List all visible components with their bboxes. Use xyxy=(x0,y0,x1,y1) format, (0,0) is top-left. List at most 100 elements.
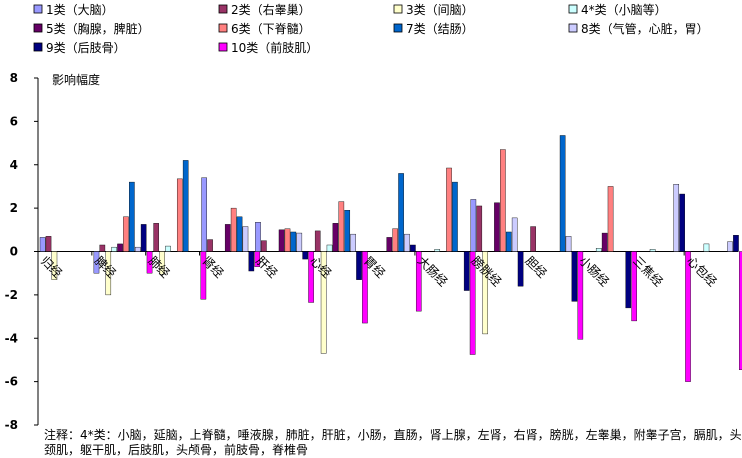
bar xyxy=(39,237,46,252)
bar xyxy=(134,246,141,252)
bar xyxy=(236,216,243,252)
legend-swatch xyxy=(33,23,43,33)
bar xyxy=(153,223,159,252)
legend: 1类（大脑） 2类（右睾巢） 3类（间脑） 4*类（小脑等） 5类（胸腺，脾脏） 6类（下… xyxy=(33,2,709,55)
y-tick-label: 0 xyxy=(10,245,18,259)
legend-swatch xyxy=(218,4,228,14)
bar xyxy=(111,246,117,252)
bar xyxy=(261,240,267,252)
bar xyxy=(201,177,207,252)
bar xyxy=(93,251,100,274)
bar xyxy=(601,232,608,252)
legend-swatch xyxy=(33,4,43,14)
bar xyxy=(595,248,602,252)
bar xyxy=(296,232,303,252)
y-tick-label: -4 xyxy=(5,331,18,345)
legend-swatch xyxy=(568,23,578,33)
bar xyxy=(577,251,584,340)
chart-note: 注释：4*类：小脑，延脑，上脊髓，唾液腺，肺脏，肝脏，小肠，直肠，肾上腺，左肾，… xyxy=(44,428,742,457)
bar xyxy=(511,217,518,252)
bar xyxy=(302,251,308,260)
bar xyxy=(99,244,106,252)
bar xyxy=(452,181,458,252)
bar xyxy=(129,181,135,252)
bar xyxy=(727,241,733,252)
bar xyxy=(224,224,231,252)
bar xyxy=(117,243,123,252)
bar xyxy=(446,167,452,252)
bar xyxy=(733,235,739,252)
category-label: 归经 xyxy=(38,254,65,281)
bar xyxy=(284,228,291,252)
y-axis-label: 影响幅度 xyxy=(52,72,100,87)
legend-label: 4*类（小脑等） xyxy=(581,3,667,17)
bar xyxy=(607,186,614,252)
legend-label: 9类（后肢骨） xyxy=(46,40,126,55)
legend-label: 3类（间脑） xyxy=(406,3,474,17)
bar xyxy=(500,149,506,252)
bar xyxy=(404,233,410,252)
bar xyxy=(344,210,351,252)
y-tick-label: 4 xyxy=(10,158,18,172)
bar xyxy=(517,251,524,287)
legend-swatch xyxy=(218,42,228,52)
bar xyxy=(392,228,398,252)
y-tick-label: 2 xyxy=(10,201,18,215)
bar xyxy=(207,239,213,252)
bar xyxy=(290,231,297,252)
bar xyxy=(140,224,147,252)
bar xyxy=(482,251,488,335)
bar xyxy=(45,236,52,252)
bar xyxy=(679,193,685,252)
bar xyxy=(255,222,261,252)
bar xyxy=(159,251,165,275)
bar xyxy=(410,244,416,252)
bar xyxy=(476,205,483,252)
bar xyxy=(470,199,477,252)
legend-swatch xyxy=(218,23,228,33)
bar xyxy=(182,160,189,252)
bar xyxy=(362,251,368,324)
bar xyxy=(123,216,129,252)
bar xyxy=(230,207,237,252)
bar xyxy=(146,251,153,274)
legend-label: 5类（胸腺，脾脏） xyxy=(46,21,150,36)
legend-label: 7类（结肠） xyxy=(406,22,474,36)
bar xyxy=(434,249,441,252)
bar xyxy=(105,251,112,296)
bar xyxy=(51,251,58,280)
bar xyxy=(386,237,393,252)
bar xyxy=(415,251,422,312)
bar xyxy=(631,251,637,322)
legend-label: 8类（气管，心脏，胃） xyxy=(581,21,709,36)
bar xyxy=(326,244,333,252)
bar xyxy=(463,251,470,291)
bar xyxy=(338,201,345,252)
bars xyxy=(39,135,742,382)
legend-label: 10类（前肢肌） xyxy=(231,40,318,55)
bar xyxy=(530,226,536,252)
bar xyxy=(248,251,255,272)
bar xyxy=(565,236,572,252)
bar xyxy=(571,251,578,302)
legend-swatch xyxy=(393,4,403,14)
category-label: 胆经 xyxy=(522,254,549,281)
y-tick-label: 6 xyxy=(10,114,18,128)
y-tick-label: -8 xyxy=(5,418,18,432)
legend-label: 2类（右睾巢） xyxy=(231,2,311,17)
bar xyxy=(356,251,362,280)
bar xyxy=(505,231,512,252)
bar xyxy=(673,184,680,252)
bar xyxy=(350,233,356,252)
legend-label: 6类（下脊髓） xyxy=(231,22,311,36)
y-tick-label: -6 xyxy=(5,375,18,389)
legend-label: 1类（大脑） xyxy=(46,3,114,17)
bar xyxy=(625,251,632,309)
bar xyxy=(320,251,327,354)
bar xyxy=(165,245,171,252)
legend-swatch xyxy=(568,4,578,14)
y-tick-label: -2 xyxy=(5,288,18,302)
legend-swatch xyxy=(33,42,43,52)
bar xyxy=(332,223,339,252)
